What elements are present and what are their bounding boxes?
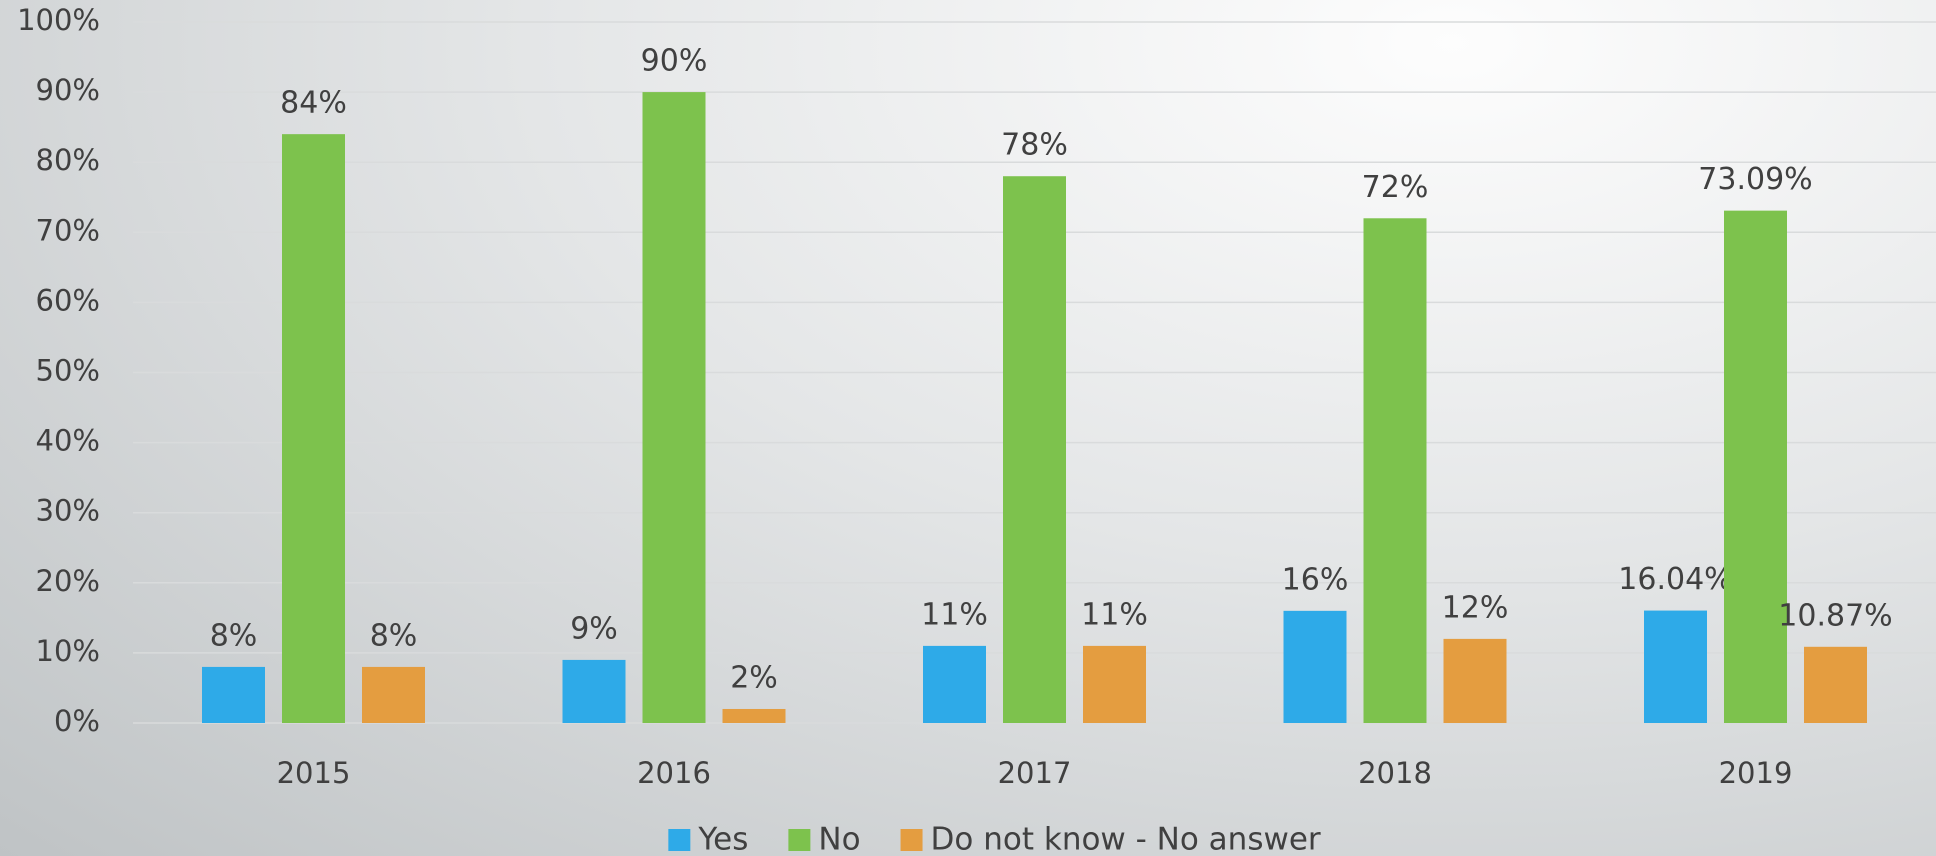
bar <box>1083 645 1146 723</box>
legend-label: No <box>818 822 860 856</box>
bar <box>1804 646 1867 723</box>
x-tick-label: 2015 <box>277 756 351 790</box>
value-label: 8% <box>210 618 258 653</box>
x-tick-label: 2018 <box>1358 756 1432 790</box>
y-tick-label: 60% <box>36 283 100 317</box>
value-label: 9% <box>570 611 618 646</box>
bar <box>1363 218 1427 723</box>
bar <box>923 645 986 723</box>
bar <box>642 92 706 724</box>
bar <box>562 659 626 723</box>
value-label: 78% <box>1001 128 1068 163</box>
legend-label: Do not know - No answer <box>931 822 1321 856</box>
y-tick-label: 40% <box>36 424 100 458</box>
y-tick-label: 10% <box>36 634 100 668</box>
bar <box>1283 610 1347 723</box>
y-tick-label: 0% <box>54 704 100 738</box>
x-tick-label: 2019 <box>1719 756 1793 790</box>
bar <box>722 708 786 723</box>
value-label: 90% <box>641 44 708 79</box>
y-tick-label: 80% <box>36 143 100 177</box>
bar <box>1443 638 1507 723</box>
value-label: 16.04% <box>1618 562 1732 597</box>
y-tick-label: 20% <box>36 564 100 598</box>
legend-swatch <box>668 829 691 851</box>
value-label: 2% <box>730 660 778 695</box>
y-tick-label: 70% <box>36 213 100 247</box>
value-label: 12% <box>1442 590 1509 625</box>
bar <box>362 666 425 723</box>
y-tick-label: 100% <box>17 3 100 37</box>
y-tick-label: 30% <box>36 494 100 528</box>
legend-label: Yes <box>697 822 748 856</box>
value-label: 73.09% <box>1698 162 1812 197</box>
y-tick-label: 50% <box>36 354 100 388</box>
legend-swatch <box>788 829 811 851</box>
bar <box>1724 210 1787 723</box>
bar <box>282 134 345 723</box>
x-tick-label: 2016 <box>637 756 711 790</box>
value-label: 11% <box>921 597 988 632</box>
value-label: 72% <box>1362 170 1429 205</box>
value-label: 8% <box>370 618 418 653</box>
value-label: 84% <box>280 86 347 121</box>
bar <box>1644 610 1707 723</box>
y-tick-label: 90% <box>36 73 100 107</box>
bar <box>202 666 265 723</box>
legend-swatch <box>900 829 923 851</box>
bar <box>1003 176 1066 724</box>
value-label: 16% <box>1282 562 1349 597</box>
value-label: 10.87% <box>1778 598 1892 633</box>
value-label: 11% <box>1081 597 1148 632</box>
x-tick-label: 2017 <box>998 756 1072 790</box>
